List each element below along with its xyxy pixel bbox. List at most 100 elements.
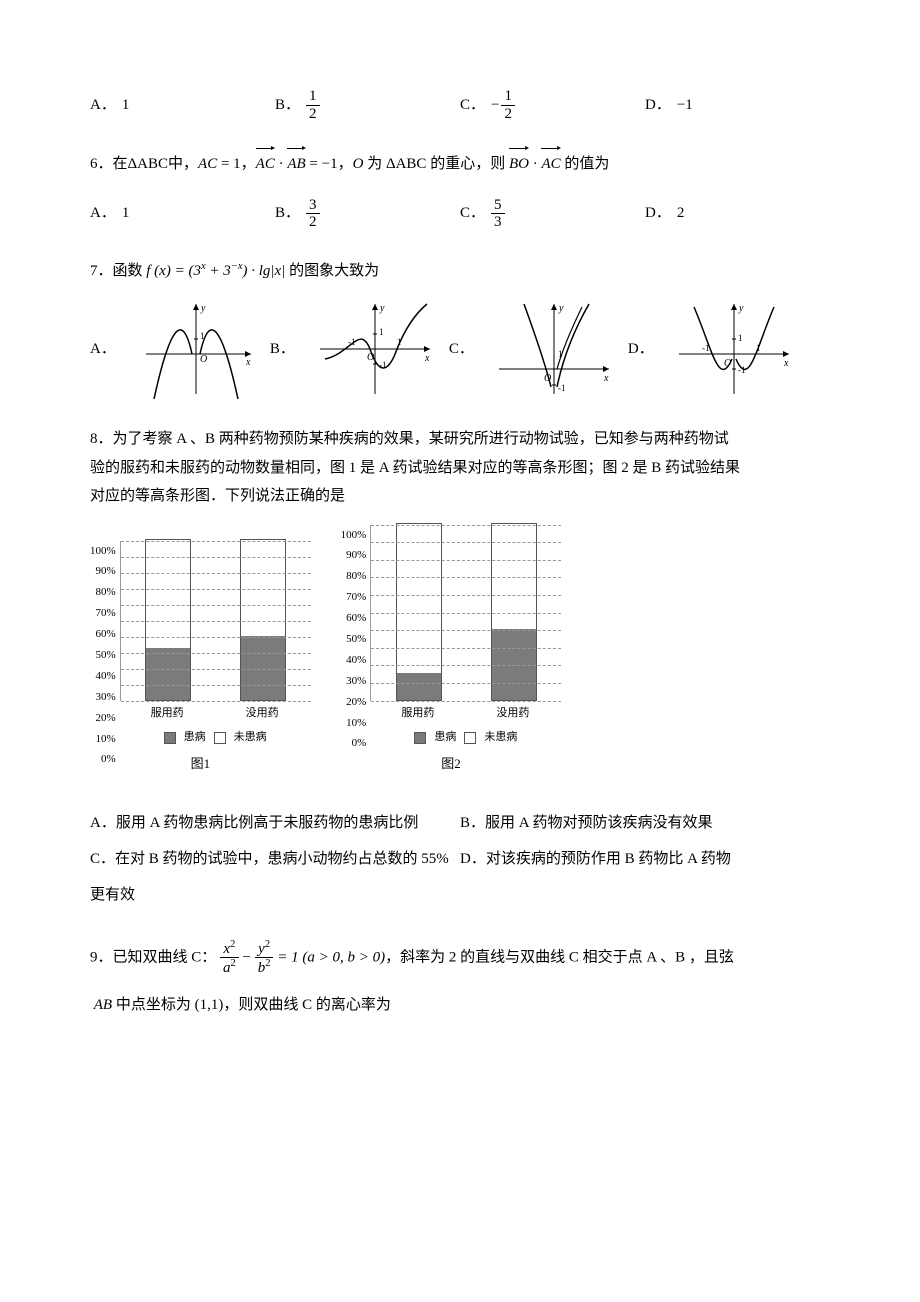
- ytick-label: 40%: [341, 650, 367, 671]
- svg-text:O: O: [200, 354, 207, 365]
- ytick-label: 20%: [90, 708, 116, 729]
- svg-text:x: x: [245, 357, 251, 368]
- chart1-plot: [120, 541, 311, 701]
- ytick-label: 70%: [90, 603, 116, 624]
- q8-opt-c: C．在对 B 药物的试验中，患病小动物约占总数的 55%: [90, 841, 460, 877]
- svg-text:1: 1: [379, 327, 384, 337]
- chart1-yaxis: 100%90%80%70%60%50%40%30%20%10%0%: [90, 541, 120, 701]
- q6-opt-c: C． 53: [460, 197, 645, 231]
- q8-opt-a: A．服用 A 药物患病比例高于未服药物的患病比例: [90, 805, 460, 841]
- q7-label-b: B．: [270, 335, 295, 364]
- ytick-label: 90%: [90, 561, 116, 582]
- chart1-legend: 患病 未患病: [120, 727, 311, 748]
- q7-graph-d: O x y 1 -1 -11: [674, 299, 794, 399]
- q8-opt-d: D．对该疾病的预防作用 B 药物比 A 药物: [460, 841, 830, 877]
- vector-ac2: AC: [541, 148, 560, 179]
- q6-stem: 6．在ΔABC中，AC = 1，AC · AB = −1，O 为 ΔABC 的重…: [90, 148, 830, 179]
- ytick-label: 0%: [341, 733, 367, 754]
- q9-stem: 9．已知双曲线 C： x2 a2 − y2 b2 = 1 (a > 0, b >…: [90, 939, 830, 977]
- opt-label: D．: [645, 91, 671, 120]
- opt-label: C．: [460, 91, 485, 120]
- q7-stem: 7．函数 f (x) = (3x + 3−x) · lg|x| 的图象大致为: [90, 257, 830, 286]
- q7-graph-c: O x y 1 -1: [494, 299, 614, 399]
- ytick-label: 70%: [341, 587, 367, 608]
- q8-options: A．服用 A 药物患病比例高于未服药物的患病比例 B．服用 A 药物对预防该疾病…: [90, 805, 830, 913]
- q5-options: A． 1 B． 1 2 C． − 1 2 D． −1: [90, 88, 830, 122]
- svg-text:y: y: [379, 303, 385, 314]
- svg-text:-1: -1: [558, 383, 566, 393]
- q7-label-d: D．: [628, 335, 654, 364]
- ytick-label: 50%: [90, 645, 116, 666]
- fig2-caption: 图2: [441, 752, 461, 777]
- stacked-bar: [240, 539, 286, 701]
- opt-label: B．: [275, 91, 300, 120]
- fraction: 1 2: [306, 88, 320, 122]
- q5-opt-c: C． − 1 2: [460, 88, 645, 122]
- xtick-label: 服用药: [401, 703, 434, 724]
- chart2-legend: 患病 未患病: [370, 727, 561, 748]
- q7-graph-a: O x y 1: [136, 299, 256, 399]
- ytick-label: 10%: [341, 713, 367, 734]
- svg-text:y: y: [200, 303, 206, 314]
- ytick-label: 0%: [90, 749, 116, 770]
- ytick-label: 90%: [341, 545, 367, 566]
- vector-bo: BO: [509, 148, 529, 179]
- xtick-label: 没用药: [496, 703, 529, 724]
- ytick-label: 100%: [90, 541, 116, 562]
- legend-swatch-diseased: [164, 732, 176, 744]
- q9-stem-line2: AB 中点坐标为 (1,1)，则双曲线 C 的离心率为: [90, 991, 830, 1020]
- ytick-label: 50%: [341, 629, 367, 650]
- ytick-label: 80%: [90, 582, 116, 603]
- q8-charts: 100%90%80%70%60%50%40%30%20%10%0% 服用药没用药…: [90, 525, 830, 777]
- ytick-label: 80%: [341, 566, 367, 587]
- chart2-xaxis: 服用药 没用药: [370, 703, 560, 724]
- svg-text:x: x: [783, 358, 789, 369]
- legend-swatch-not: [214, 732, 226, 744]
- opt-value: −1: [677, 91, 693, 120]
- q6-opt-a: A． 1: [90, 197, 275, 231]
- xtick-label: 没用药: [246, 703, 279, 724]
- q6-opt-b: B． 32: [275, 197, 460, 231]
- q8-stem: 8．为了考察 A 、B 两种药物预防某种疾病的效果，某研究所进行动物试验，已知参…: [90, 425, 830, 511]
- q7-graph-b: O x y 1 -1 -11: [315, 299, 435, 399]
- svg-text:1: 1: [738, 333, 743, 343]
- q5-opt-d: D． −1: [645, 88, 830, 122]
- ytick-label: 30%: [90, 687, 116, 708]
- opt-value: 1: [122, 91, 130, 120]
- vector-ac: AC: [256, 148, 275, 179]
- q6-options: A． 1 B． 32 C． 53 D． 2: [90, 197, 830, 231]
- opt-label: A．: [90, 91, 116, 120]
- q5-opt-b: B． 1 2: [275, 88, 460, 122]
- ytick-label: 10%: [90, 729, 116, 750]
- ytick-label: 60%: [341, 608, 367, 629]
- q6-opt-d: D． 2: [645, 197, 830, 231]
- q8-opt-b: B．服用 A 药物对预防该疾病没有效果: [460, 805, 830, 841]
- ytick-label: 60%: [90, 624, 116, 645]
- chart2-plot: [370, 525, 561, 701]
- chart-fig1: 100%90%80%70%60%50%40%30%20%10%0% 服用药 没用药…: [90, 541, 311, 777]
- q7-graph-options: A． O x y 1 B． O x y 1 -1 -11 C． O x y 1 …: [90, 299, 830, 399]
- q7-label-a: A．: [90, 335, 116, 364]
- svg-text:x: x: [424, 353, 430, 364]
- chart-fig2: 100%90%80%70%60%50%40%30%20%10%0% 服用药 没用药…: [341, 525, 562, 777]
- fig1-caption: 图1: [191, 752, 211, 777]
- ytick-label: 40%: [90, 666, 116, 687]
- legend-swatch-diseased: [414, 732, 426, 744]
- stacked-bar: [145, 539, 191, 701]
- stacked-bar: [396, 523, 442, 701]
- xtick-label: 服用药: [151, 703, 184, 724]
- q5-opt-a: A． 1: [90, 88, 275, 122]
- ytick-label: 100%: [341, 525, 367, 546]
- ytick-label: 30%: [341, 671, 367, 692]
- chart1-xaxis: 服用药 没用药: [120, 703, 310, 724]
- chart2-yaxis: 100%90%80%70%60%50%40%30%20%10%0%: [341, 525, 371, 701]
- fraction: 1 2: [501, 88, 515, 122]
- stacked-bar: [491, 523, 537, 701]
- vector-ab: AB: [287, 148, 305, 179]
- svg-text:x: x: [603, 373, 609, 384]
- svg-text:y: y: [738, 303, 744, 314]
- svg-text:y: y: [558, 303, 564, 314]
- legend-swatch-not: [464, 732, 476, 744]
- q8-opt-d-tail: 更有效: [90, 877, 830, 913]
- ytick-label: 20%: [341, 692, 367, 713]
